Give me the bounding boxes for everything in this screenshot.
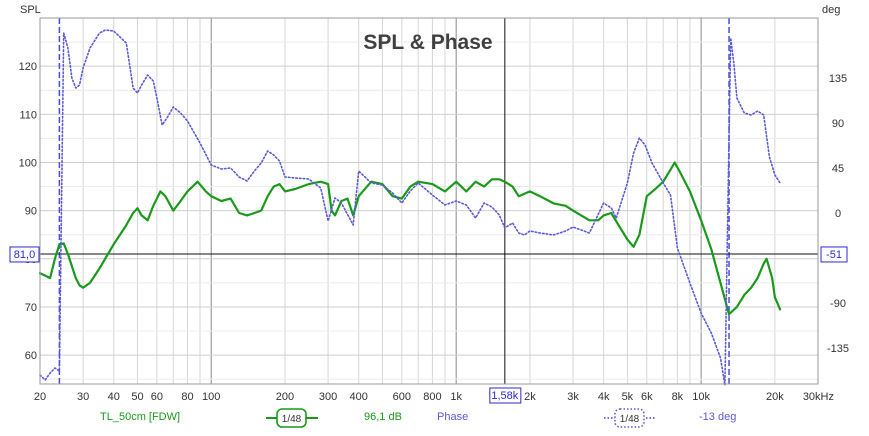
y-axis-label-left: SPL bbox=[20, 4, 41, 16]
y-right-tick-label: 0 bbox=[835, 208, 841, 220]
x-tick-label: 5k bbox=[622, 391, 634, 403]
x-tick-label: 400 bbox=[350, 391, 368, 403]
y-axis-label-right: deg bbox=[822, 4, 840, 16]
series-group bbox=[38, 29, 782, 386]
legend-series2-swatch[interactable]: 1/48 bbox=[604, 405, 656, 429]
y-left-tick-label: 100 bbox=[19, 157, 37, 169]
x-tick-label: 200 bbox=[276, 391, 294, 403]
y-right-tick-label: 135 bbox=[829, 73, 847, 85]
y-right-tick-label: 45 bbox=[832, 163, 844, 175]
x-tick-label: 8k bbox=[672, 391, 684, 403]
marker-lines bbox=[58, 18, 730, 384]
x-tick-label: 600 bbox=[393, 391, 411, 403]
y-left-tick-label: 60 bbox=[25, 350, 37, 362]
x-tick-label: 30 bbox=[77, 391, 89, 403]
cursor-spl-label: 81,0 bbox=[14, 249, 35, 261]
plot-background bbox=[40, 18, 818, 384]
y-left-tick-labels: 60708090100110120 bbox=[19, 61, 37, 362]
y-left-tick-label: 70 bbox=[25, 302, 37, 314]
cursor-x-label-box bbox=[489, 387, 522, 404]
x-tick-label: 2k bbox=[524, 391, 536, 403]
legend-series2-value: -13 deg bbox=[699, 411, 737, 423]
x-tick-label: 10k bbox=[692, 391, 710, 403]
x-tick-label: 300 bbox=[319, 391, 337, 403]
x-tick-label: 40 bbox=[108, 391, 120, 403]
x-tick-label: 50 bbox=[131, 391, 143, 403]
legend-series1-swatch[interactable]: 1/48 bbox=[266, 405, 318, 429]
y-left-tick-label: 90 bbox=[25, 206, 37, 218]
x-tick-label: 800 bbox=[423, 391, 441, 403]
y-left-tick-label: 110 bbox=[19, 109, 37, 121]
phase-series-line bbox=[39, 29, 781, 386]
x-tick-label: 1k bbox=[450, 391, 462, 403]
legend-series1-smoothing: 1/48 bbox=[282, 414, 302, 425]
y-right-tick-label: 90 bbox=[832, 118, 844, 130]
y-right-tick-label: -90 bbox=[830, 298, 846, 310]
x-tick-label: 20k bbox=[766, 391, 784, 403]
cursor-phase-label: -51 bbox=[826, 249, 842, 261]
x-tick-label: 6k bbox=[641, 391, 653, 403]
grid bbox=[39, 17, 819, 384]
x-tick-label: 3k bbox=[567, 391, 579, 403]
legend-series1-name: TL_50cm [FDW] bbox=[100, 411, 181, 423]
x-tick-label: 80 bbox=[181, 391, 193, 403]
chart-title: SPL & Phase bbox=[363, 31, 492, 54]
legend-series2-name: Phase bbox=[437, 411, 469, 423]
x-tick-labels: 20 30 40 50 60 80 100 200 300 400 600 800 1k 2k 3k 4k 5k… bbox=[34, 391, 834, 403]
legend-series1-value: 96,1 dB bbox=[364, 411, 402, 423]
legend-series2-smoothing: 1/48 bbox=[620, 414, 640, 425]
cursor-spl-label-box bbox=[9, 246, 40, 263]
y-left-tick-label: 120 bbox=[19, 61, 37, 73]
x-tick-label: 4k bbox=[598, 391, 610, 403]
cursor-x-label: 1,58k bbox=[491, 390, 518, 402]
cursor-phase-label-box bbox=[820, 246, 848, 263]
y-right-tick-labels: -135-90-4504590135 bbox=[827, 73, 849, 355]
plot-frame bbox=[39, 17, 819, 385]
x-tick-label: 30kHz bbox=[803, 391, 834, 403]
x-tick-label: 60 bbox=[151, 391, 163, 403]
y-right-tick-label: -135 bbox=[827, 343, 849, 355]
x-tick-label: 100 bbox=[202, 391, 220, 403]
cursor-crosshair[interactable]: 1,58k 81,0 -51 bbox=[9, 18, 848, 404]
x-tick-label: 20 bbox=[34, 391, 46, 403]
spl-series-line bbox=[38, 161, 782, 316]
